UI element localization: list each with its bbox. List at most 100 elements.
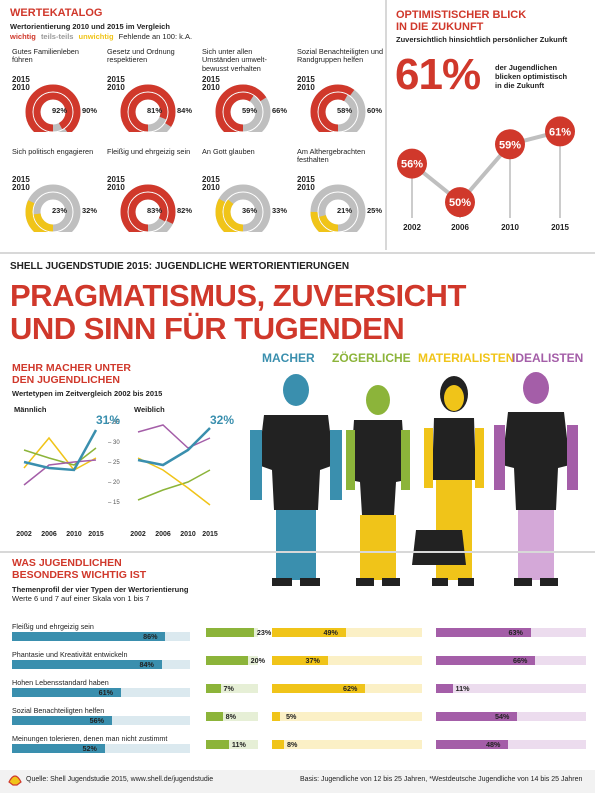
wichtig-title-1: WAS JUGENDLICHEN	[12, 557, 122, 569]
wichtig-bar-zoeg	[206, 712, 223, 721]
macher-series-line	[137, 424, 211, 449]
wichtig-row-label: Phantasie und Kreativität entwickeln	[12, 650, 128, 659]
wichtig-bar-macher	[12, 688, 121, 697]
werte-item: Sozial Benachteiligten und Randgruppen h…	[293, 46, 388, 156]
wichtig-subtitle-2: Werte 6 und 7 auf einer Skala von 1 bis …	[12, 594, 150, 603]
optimismus-point-label: 56%	[401, 159, 423, 171]
werte-value-2015: 81%	[147, 106, 163, 115]
macher-year-label: 2015	[88, 531, 104, 538]
werte-item: Fleißig und ehrgeizig sein 2015 2010 83%…	[103, 146, 198, 256]
wichtig-value-zoeg: 7%	[223, 684, 234, 693]
wichtig-bar-ideal	[436, 712, 517, 721]
type-macher: MACHER	[262, 351, 315, 365]
ring-value-arc	[318, 192, 358, 232]
type-zoegerliche: ZÖGERLICHE	[332, 351, 411, 365]
ring-value-arc	[25, 184, 81, 232]
legend-ka: Fehlende an 100: k.A.	[118, 32, 193, 41]
macher-series-line	[137, 469, 211, 501]
year-2015-label: 2015	[107, 175, 125, 184]
wichtig-value-mat: 37%	[305, 656, 320, 665]
shell-logo	[8, 775, 22, 786]
ring-value-arc	[318, 92, 358, 132]
wichtig-value-mat: 8%	[287, 740, 298, 749]
optimismus-point	[445, 187, 475, 218]
wichtig-value-ideal: 11%	[455, 684, 470, 693]
werte-item: Gutes Familienleben führen 2015 2010 92%…	[8, 46, 103, 156]
idealisten-figure	[494, 372, 578, 586]
year-2010-label: 2010	[202, 83, 220, 92]
wichtig-title-2: BESONDERS WICHTIG IST	[12, 569, 147, 581]
wichtig-bar-macher	[12, 716, 112, 725]
ring-value-arc	[215, 184, 271, 232]
werte-value-2010: 82%	[177, 206, 193, 215]
werte-value-2015: 21%	[337, 206, 353, 215]
wichtig-bar-ideal	[436, 740, 508, 749]
year-2015-label: 2015	[12, 175, 30, 184]
werte-item: An Gott glauben 2015 2010 36% 33%	[198, 146, 293, 256]
wichtig-bar-track	[436, 684, 586, 693]
werte-ring	[310, 84, 366, 132]
ring-value-arc	[120, 84, 176, 132]
optimismus-point-label: 61%	[549, 126, 571, 138]
wichtig-bar-ideal	[436, 628, 531, 637]
macher-series-line	[23, 459, 97, 486]
macher-year-label: 2010	[66, 531, 82, 538]
divider	[0, 252, 595, 254]
wichtig-row-label: Sozial Benachteiligten helfen	[12, 706, 105, 715]
divider	[0, 551, 595, 553]
year-2010-label: 2010	[297, 83, 315, 92]
ring-value-arc	[128, 192, 168, 232]
werte-value-2015: 59%	[242, 106, 258, 115]
werte-value-2015: 92%	[52, 106, 68, 115]
legend-unwichtig: unwichtig	[78, 32, 114, 41]
year-2010-label: 2010	[12, 183, 30, 192]
headline-line-1: PRAGMATISMUS, ZUVERSICHT	[10, 278, 466, 313]
wichtig-value-macher: 61%	[98, 688, 113, 697]
wichtig-bar-track	[206, 712, 258, 721]
macher-tick-label: – 35	[108, 420, 120, 426]
optimismus-desc-3: in die Zukunft	[495, 81, 545, 90]
optimismus-title-2: IN DIE ZUKUNFT	[396, 21, 484, 33]
ring-value-arc	[120, 184, 176, 232]
ring-value-arc	[33, 92, 73, 132]
ring-value-arc	[310, 84, 366, 132]
divider	[385, 0, 387, 250]
werte-item-label: Sich unter allen Umständen umwelt-bewuss…	[202, 47, 267, 73]
optimismus-year-label: 2015	[551, 223, 569, 232]
optimismus-point	[545, 116, 575, 147]
optimismus-point	[495, 129, 525, 160]
werte-item: Sich unter allen Umständen umwelt-bewuss…	[198, 46, 293, 156]
werte-ring	[215, 84, 271, 132]
ring-value-arc	[223, 92, 263, 132]
macher-subtitle: Wertetypen im Zeitvergleich 2002 bis 201…	[12, 389, 163, 398]
macher-title-1: MEHR MACHER UNTER	[12, 362, 131, 374]
werte-ring	[310, 184, 366, 232]
year-2010-label: 2010	[12, 83, 30, 92]
werte-item: Sich politisch engagieren 2015 2010 23% …	[8, 146, 103, 256]
wichtig-value-ideal: 63%	[508, 628, 523, 637]
werte-value-2010: 32%	[82, 206, 98, 215]
macher-tick-label: – 15	[108, 500, 120, 506]
werte-ring	[215, 184, 271, 232]
wichtig-value-zoeg: 8%	[225, 712, 237, 721]
werte-item-label: Gesetz und Ordnung respektieren	[107, 47, 175, 65]
werte-ring	[120, 184, 176, 232]
optimismus-subtitle: Zuversichtlich hinsichtlich persönlicher…	[396, 35, 568, 44]
wichtig-bar-track	[206, 684, 258, 693]
optimismus-point	[397, 148, 427, 179]
macher-year-label: 2010	[180, 531, 196, 538]
wichtig-value-macher: 56%	[89, 716, 105, 725]
macher-year-label: 2015	[202, 531, 218, 538]
werte-ring	[120, 84, 176, 132]
wichtig-row-label: Hohen Lebensstandard haben	[12, 678, 109, 687]
wertekatalog-title: WERTEKATALOG	[10, 7, 103, 19]
wichtig-row-label: Meinungen tolerieren, denen man nicht zu…	[12, 734, 168, 743]
wichtig-value-macher: 52%	[82, 744, 97, 753]
optimismus-big-value: 61%	[395, 50, 481, 99]
werte-value-2010: 84%	[177, 106, 193, 115]
macher-male-label: Männlich	[14, 405, 47, 414]
optimismus-desc-1: der Jugendlichen	[495, 63, 558, 72]
optimismus-desc-2: blicken optimistisch	[495, 72, 568, 81]
ring-value-arc	[310, 184, 366, 232]
